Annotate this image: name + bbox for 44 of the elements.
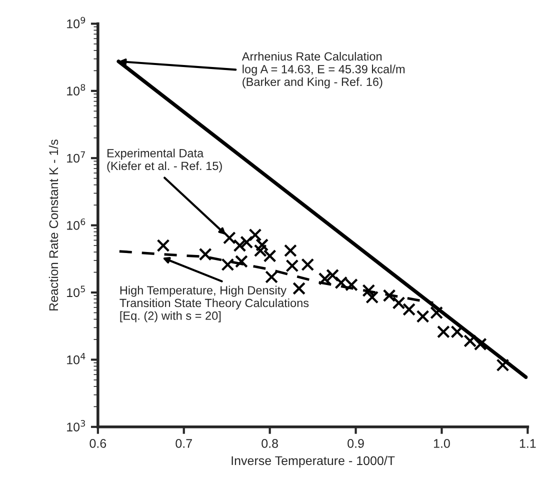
point xyxy=(326,268,340,282)
y-tick-label: 10$^{4}$ xyxy=(67,352,86,364)
y-tick-label: 10$^{8}$ xyxy=(67,84,86,96)
point xyxy=(198,248,212,261)
point xyxy=(240,236,254,249)
x-tick-label: 0.7 xyxy=(176,439,192,448)
point xyxy=(402,302,416,316)
y-tick-label: 10$^{3}$ xyxy=(67,420,86,432)
x-tick-label: 0.8 xyxy=(262,439,278,448)
x-tick-label: 1.1 xyxy=(520,439,536,448)
point xyxy=(248,228,262,242)
x-tick-label: 0.6 xyxy=(90,439,106,448)
y-tick-label: 10$^{6}$ xyxy=(67,218,86,230)
point xyxy=(366,290,379,304)
y-tick-label: 10$^{9}$ xyxy=(67,16,86,28)
x-axis-title: Inverse Temperature - 1000/T xyxy=(232,456,395,468)
point xyxy=(222,231,236,244)
point xyxy=(382,289,396,302)
y-tick-label: 10$^{7}$ xyxy=(67,151,85,163)
point xyxy=(416,310,430,323)
point xyxy=(362,284,376,298)
point xyxy=(256,238,269,252)
point xyxy=(233,239,246,252)
annotation: Arrhenius Rate Calculation log A = 14.63, E = 45.39 kcal/m (Barker and King - Ref. 16) xyxy=(242,52,405,88)
point xyxy=(286,259,299,272)
y-axis-title: Reaction Rate Constant K - 1/s xyxy=(48,140,58,310)
point xyxy=(284,244,297,258)
y-tick-label: 10$^{5}$ xyxy=(67,286,85,298)
annotation: Experimental Data (Kiefer et al. - Ref. 15) xyxy=(107,148,222,172)
point xyxy=(265,270,278,284)
x-tick-label: 1.0 xyxy=(434,439,450,448)
annotation: High Temperature, High Density Transition State Theory Calculations [Eq. (2) with s = 20] xyxy=(120,286,309,322)
point xyxy=(496,358,510,372)
point xyxy=(263,249,276,262)
x-tick-label: 0.9 xyxy=(348,439,364,448)
point xyxy=(301,258,314,272)
point xyxy=(430,306,444,320)
point xyxy=(392,296,406,310)
point xyxy=(292,282,306,295)
point xyxy=(156,239,170,252)
point xyxy=(318,272,332,286)
point xyxy=(254,244,267,258)
point xyxy=(234,254,248,268)
point xyxy=(221,258,234,272)
